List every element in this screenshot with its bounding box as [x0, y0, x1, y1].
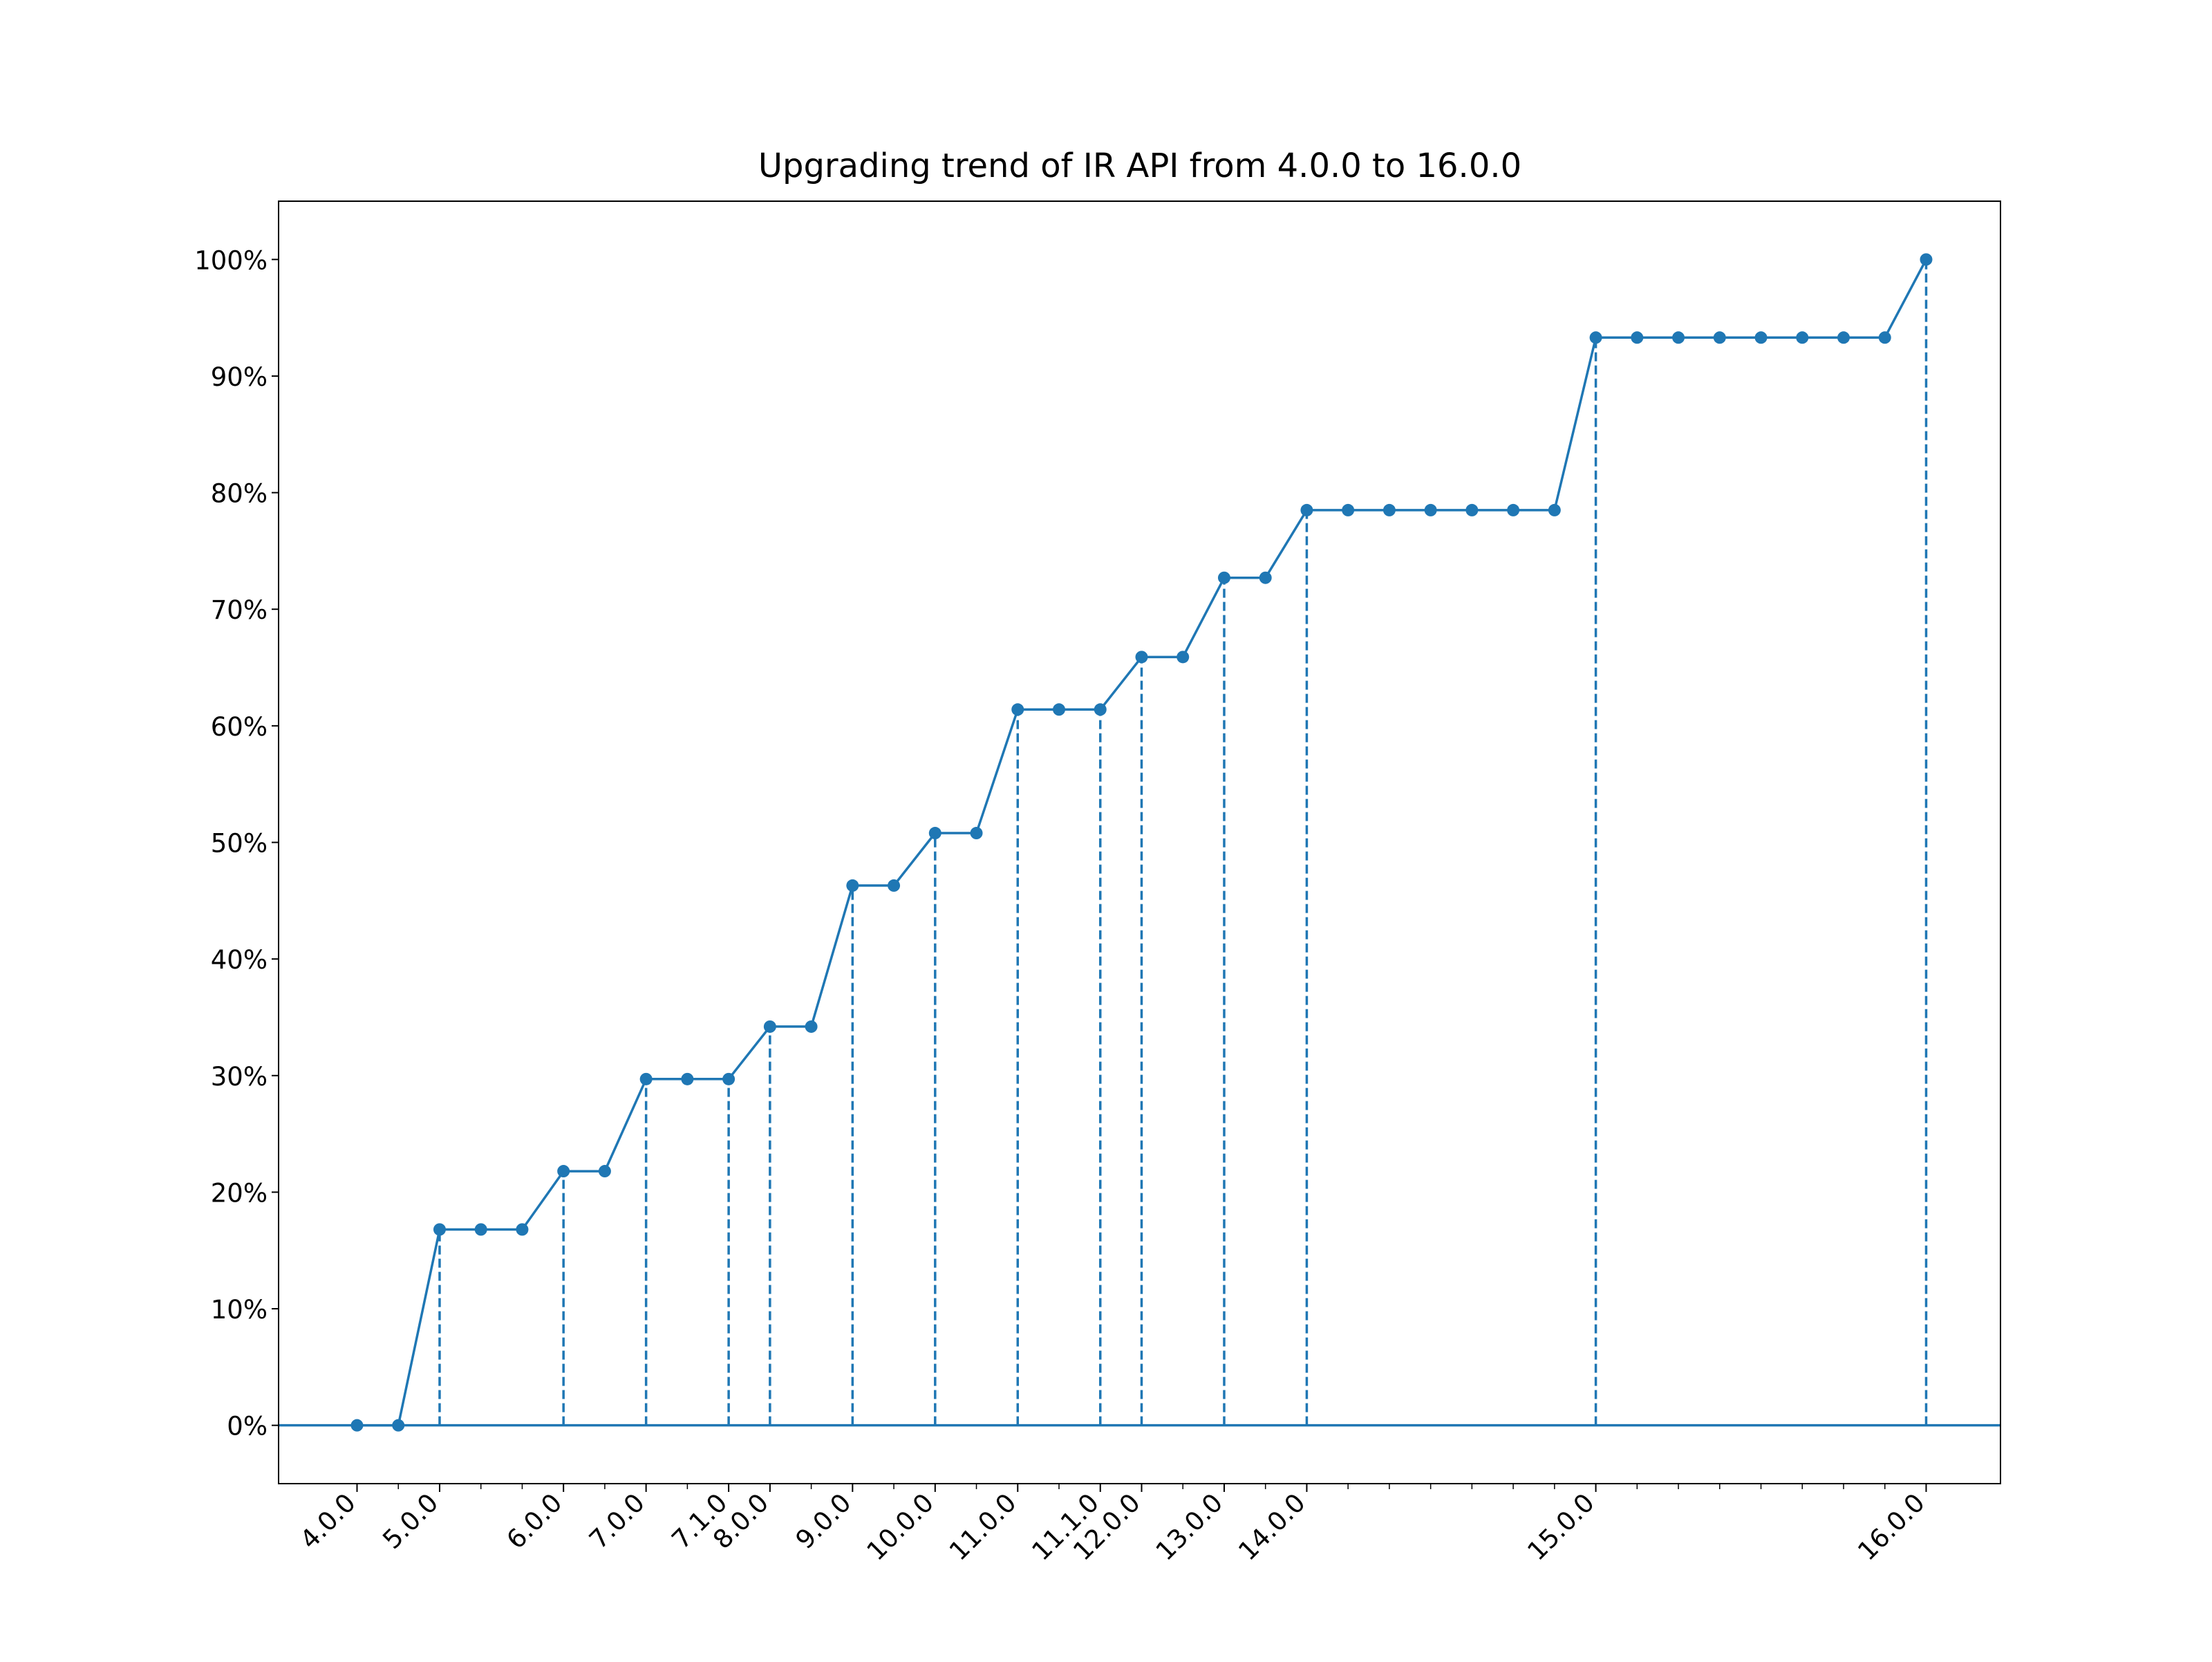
data-point	[763, 1020, 776, 1033]
data-point	[1672, 331, 1685, 344]
data-point	[433, 1223, 446, 1236]
chart-title: Upgrading trend of IR API from 4.0.0 to …	[758, 147, 1521, 185]
y-tick-label: 10%	[211, 1295, 268, 1325]
data-point	[1507, 503, 1520, 516]
plot-frame	[278, 200, 2001, 1484]
data-point	[1465, 503, 1479, 516]
data-point	[1300, 503, 1313, 516]
data-point	[1878, 331, 1891, 344]
data-point	[1094, 703, 1107, 716]
data-point	[722, 1072, 735, 1085]
data-point	[1217, 571, 1230, 584]
y-tick-label: 70%	[211, 595, 268, 625]
data-point	[1548, 503, 1561, 516]
y-tick-label: 60%	[211, 712, 268, 742]
data-point	[1713, 331, 1726, 344]
y-tick-label: 0%	[227, 1412, 268, 1441]
data-point	[970, 827, 983, 840]
data-point	[1424, 503, 1437, 516]
y-tick-label: 90%	[211, 362, 268, 392]
data-point	[1837, 331, 1850, 344]
data-point	[1382, 503, 1396, 516]
data-point	[639, 1072, 653, 1085]
y-tick-label: 30%	[211, 1062, 268, 1092]
data-point	[350, 1419, 364, 1432]
data-point	[1754, 331, 1768, 344]
data-point	[392, 1419, 405, 1432]
data-point	[888, 879, 901, 892]
data-point	[1589, 331, 1602, 344]
data-point	[928, 827, 941, 840]
data-point	[1135, 651, 1148, 664]
data-point	[1631, 331, 1644, 344]
y-tick-label: 100%	[194, 245, 268, 275]
data-point	[681, 1072, 694, 1085]
y-tick-label: 20%	[211, 1178, 268, 1208]
data-point	[1259, 571, 1272, 584]
data-point	[1920, 253, 1933, 266]
data-point	[1053, 703, 1066, 716]
y-tick-label: 50%	[211, 829, 268, 859]
data-point	[474, 1223, 487, 1236]
data-point	[1796, 331, 1809, 344]
data-point	[1011, 703, 1024, 716]
data-point	[805, 1020, 818, 1033]
data-point	[557, 1165, 570, 1178]
data-point	[846, 879, 859, 892]
data-point	[1177, 651, 1190, 664]
data-point	[1342, 503, 1355, 516]
y-tick-label: 80%	[211, 479, 268, 509]
data-point	[516, 1223, 529, 1236]
y-tick-label: 40%	[211, 945, 268, 975]
data-point	[598, 1165, 611, 1178]
